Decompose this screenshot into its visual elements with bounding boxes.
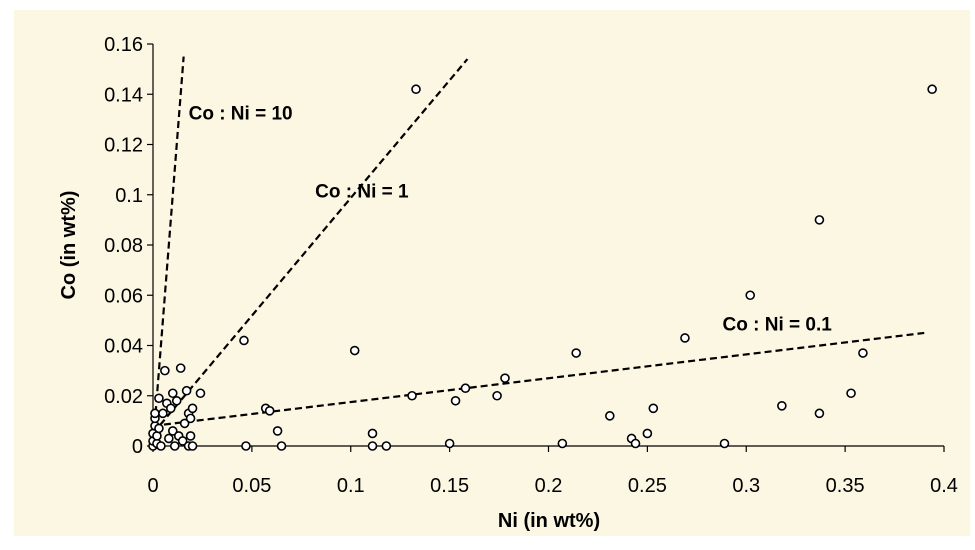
ratio-annotation-3: Co : Ni = 0.1 [723, 314, 833, 335]
data-point [460, 383, 471, 394]
data-point [171, 395, 182, 406]
x-tick-label: 0.2 [535, 475, 563, 497]
data-point [500, 373, 510, 383]
data-point [444, 438, 455, 449]
ratio-annotation-2: Co : Ni = 1 [315, 181, 409, 202]
data-point [367, 428, 378, 439]
reference-line-3 [152, 331, 925, 427]
x-tick-label: 0.4 [930, 475, 958, 497]
data-point [745, 290, 756, 301]
data-point [241, 441, 251, 451]
data-point [164, 433, 174, 444]
data-point [167, 426, 178, 436]
y-tick-label: 0.16 [104, 34, 143, 56]
y-tick-label: 0.12 [104, 135, 143, 157]
data-point [777, 400, 787, 411]
data-point [605, 411, 615, 421]
data-point [175, 363, 186, 373]
x-tick-label: 0.1 [337, 475, 365, 497]
data-point [264, 406, 275, 416]
data-point [630, 438, 641, 449]
plot-area [14, 10, 970, 536]
y-tick-label: 0.08 [104, 235, 143, 257]
data-point [154, 423, 164, 434]
data-point [680, 333, 690, 343]
data-point [181, 385, 192, 396]
tick-labels: 0 0.05 0.1 0.15 0.2 0.25 0.3 0.35 0.4 0 0.02 0.04 0.… [104, 34, 958, 497]
reference-lines [151, 56, 925, 447]
x-tick-label: 0.35 [826, 475, 865, 497]
data-point [195, 388, 206, 399]
data-point [154, 393, 164, 404]
y-tick-label: 0.14 [104, 84, 143, 106]
data-point [165, 403, 176, 414]
data-point [152, 431, 162, 441]
data-point [407, 390, 417, 401]
data-point [557, 438, 568, 449]
data-point [158, 408, 168, 419]
data-point [648, 403, 659, 414]
reference-line-2 [152, 58, 469, 435]
data-point [642, 428, 653, 439]
y-axis-title: Co (in wt%) [58, 191, 80, 300]
data-point [927, 84, 937, 95]
y-tick-label: 0.06 [104, 285, 143, 307]
x-tick-label: 0 [147, 475, 158, 497]
y-tick-label: 0.02 [104, 386, 143, 408]
data-point [185, 413, 196, 424]
data-point [177, 436, 188, 446]
data-point [719, 438, 730, 449]
x-axis-title: Ni (in wt%) [498, 510, 600, 532]
data-point [187, 441, 198, 451]
data-point [571, 348, 581, 358]
data-point [179, 418, 190, 429]
data-point [167, 388, 178, 399]
data-point [814, 215, 825, 225]
data-point [187, 403, 198, 414]
data-point [349, 345, 360, 356]
reference-line-1 [151, 56, 185, 447]
data-point [169, 441, 180, 451]
data-point [492, 390, 502, 401]
y-tick-label: 0.04 [104, 336, 143, 358]
annotations: Co : Ni = 10 Co : Ni = 1 Co : Ni = 0.1 [189, 103, 833, 335]
ratio-annotation-1: Co : Ni = 10 [189, 103, 293, 124]
data-point [239, 335, 249, 346]
data-point [381, 441, 392, 451]
y-tick-label: 0 [132, 436, 143, 458]
data-point [450, 395, 461, 406]
data-point [160, 365, 170, 376]
data-point [411, 84, 421, 95]
x-tick-label: 0.25 [628, 475, 667, 497]
data-point [858, 348, 868, 358]
data-point [814, 408, 825, 419]
x-tick-label: 0.05 [232, 475, 271, 497]
data-point [150, 408, 160, 419]
data-point [367, 441, 378, 451]
data-point [156, 441, 166, 451]
x-tick-label: 0.15 [430, 475, 469, 497]
data-point [272, 426, 283, 436]
y-tick-label: 0.1 [115, 185, 143, 207]
data-point [276, 441, 287, 451]
data-point [846, 388, 856, 399]
data-points [148, 84, 937, 451]
data-point [185, 431, 196, 441]
x-tick-label: 0.3 [732, 475, 760, 497]
